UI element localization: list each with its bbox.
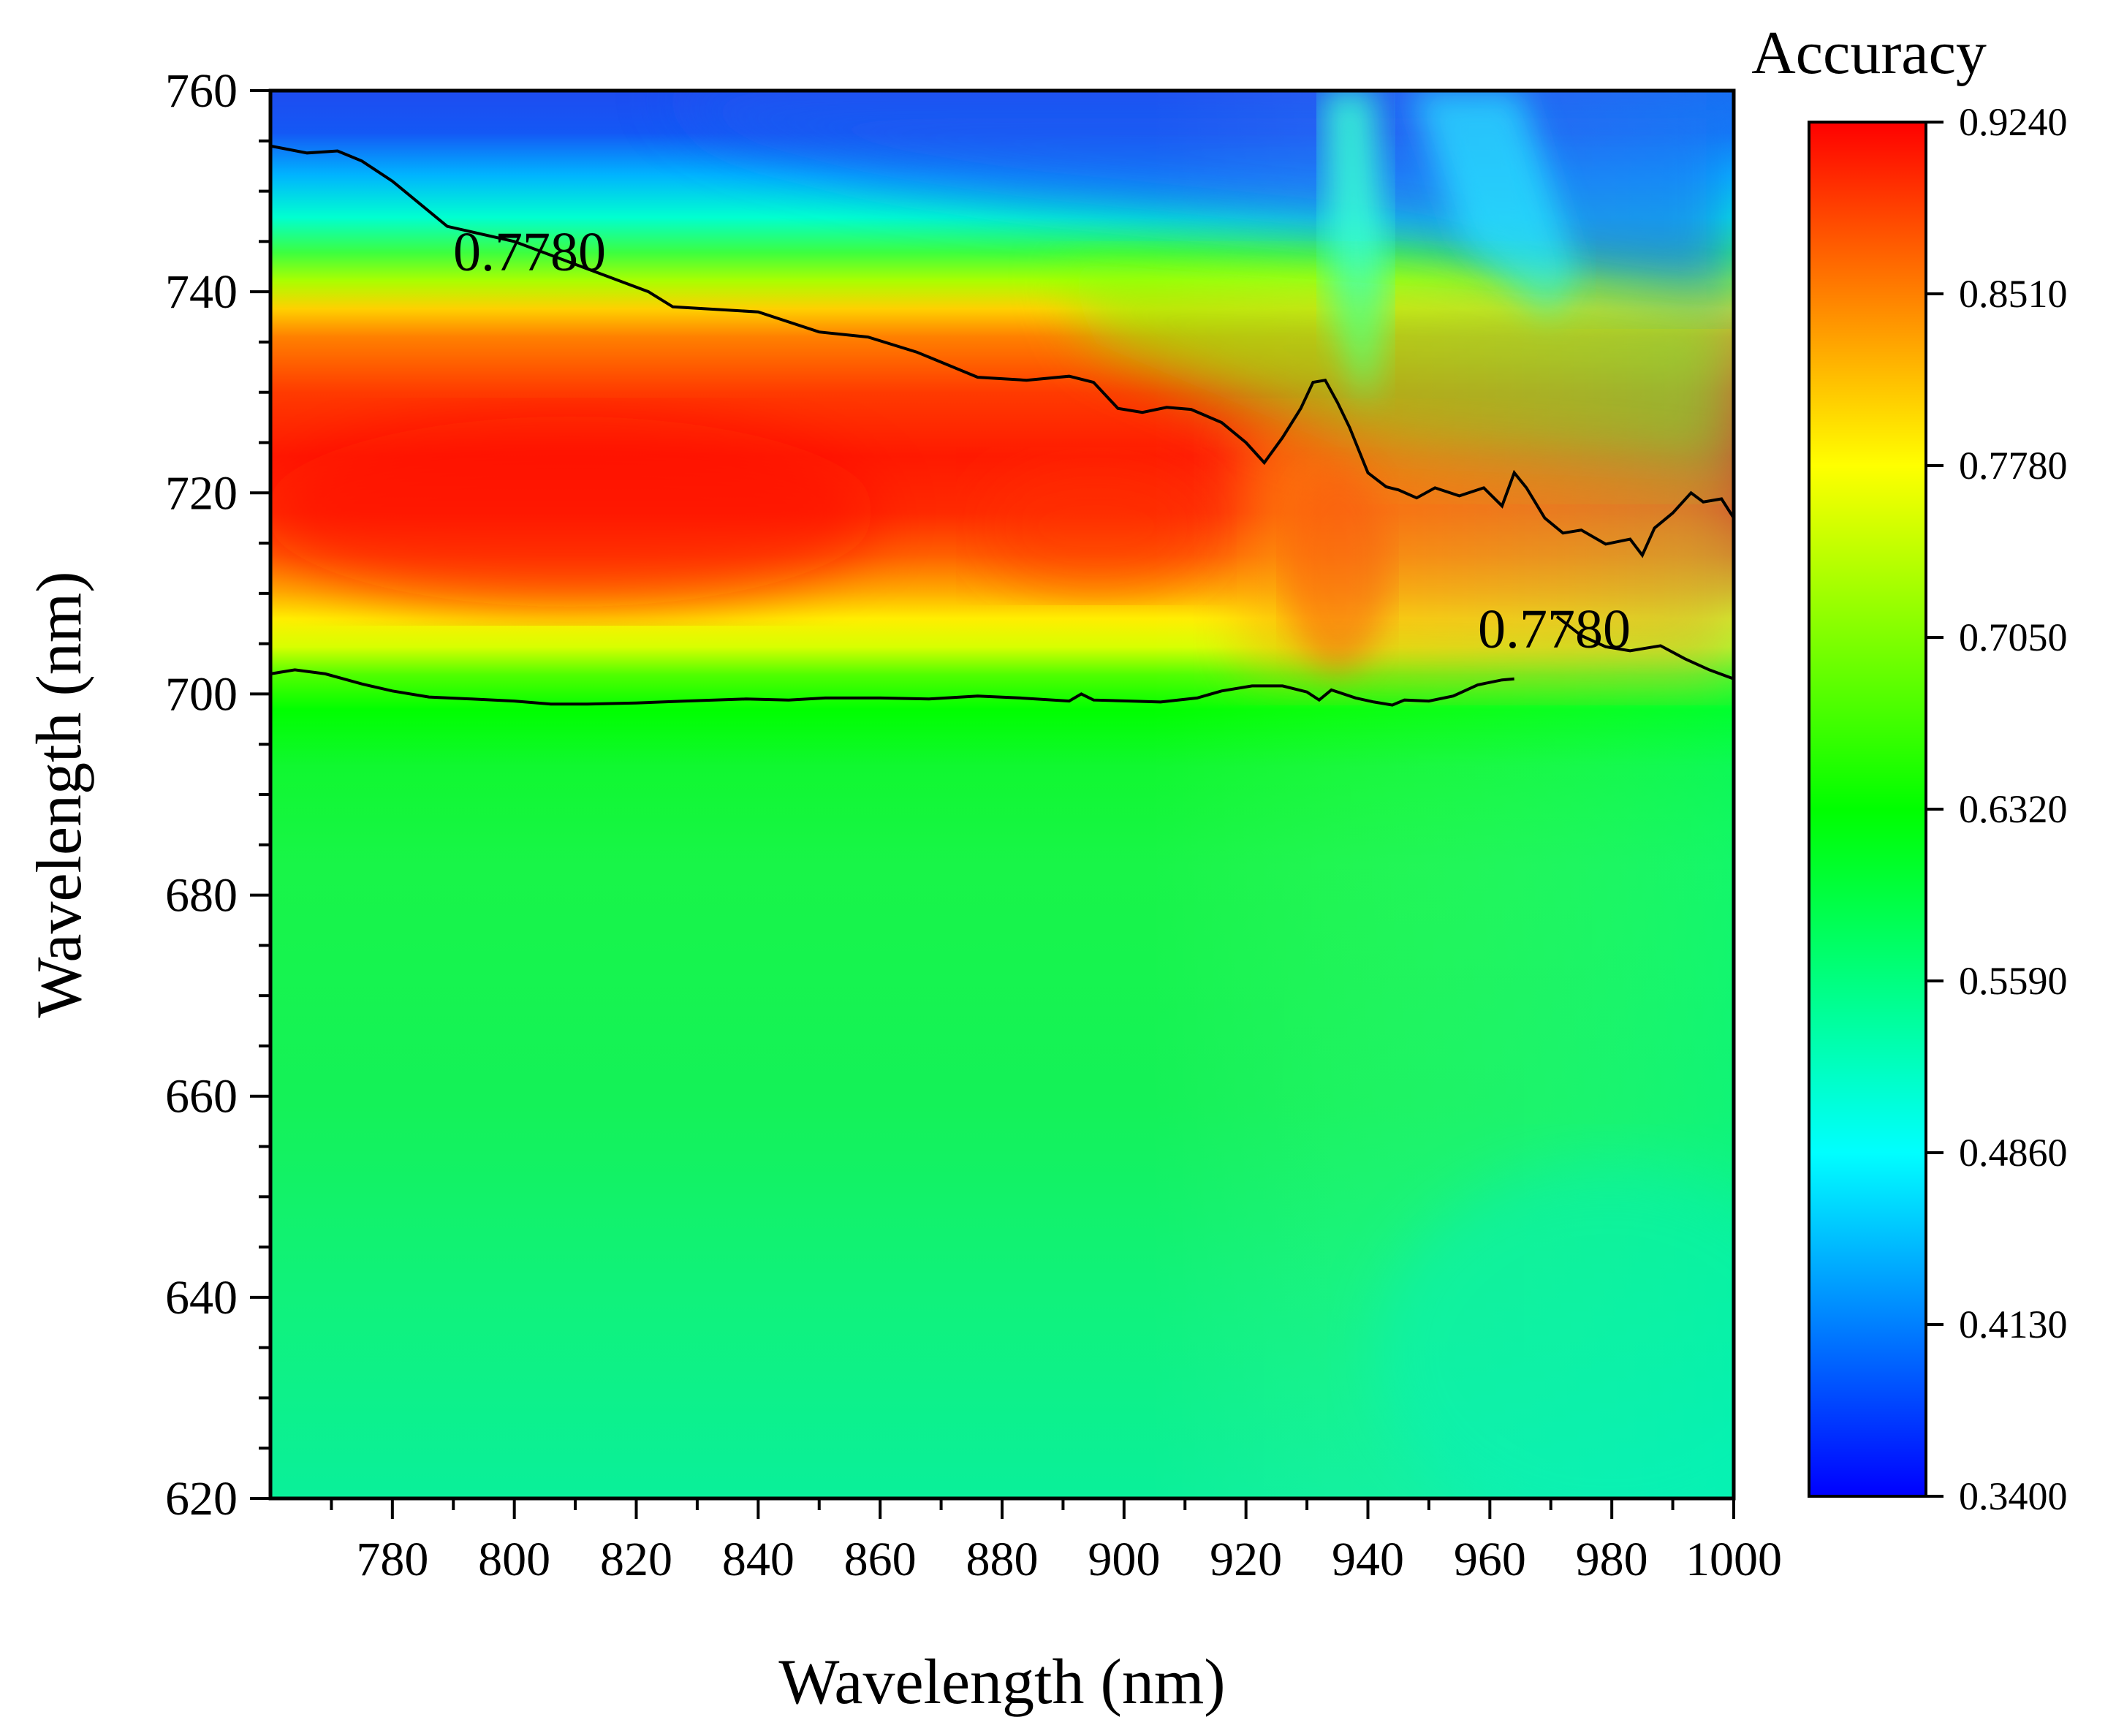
contour-label-lower: 0.7780 [1478, 599, 1631, 660]
x-axis-title: Wavelength (nm) [778, 1647, 1225, 1718]
contour-label-upper: 0.7780 [453, 221, 606, 283]
contour-line-upper [270, 144, 1734, 558]
y-tick-label: 620 [165, 1472, 238, 1525]
x-tick-label: 780 [356, 1533, 428, 1586]
x-tick-label: 820 [600, 1533, 672, 1586]
colorbar-tick-label: 0.6320 [1959, 787, 2068, 831]
colorbar-ticks: 0.9240 0.8510 0.7780 0.7050 0.6320 0.5590 0.48… [1926, 100, 2068, 1518]
colorbar-swatch [1809, 122, 1926, 1496]
y-tick-label: 660 [165, 1070, 238, 1123]
x-axis: 780 800 820 840 860 880 900 920 940 960 980 1000 [330, 1498, 1782, 1586]
y-axis-title: Wavelength (nm) [24, 571, 95, 1017]
x-tick-label: 920 [1210, 1533, 1282, 1586]
contour-line-lower [270, 668, 1514, 707]
colorbar-tick-label: 0.3400 [1959, 1474, 2068, 1518]
y-axis: 620 640 660 680 700 720 740 760 [165, 64, 270, 1525]
colorbar-tick-label: 0.7780 [1959, 444, 2068, 488]
x-tick-label: 960 [1454, 1533, 1526, 1586]
colorbar-tick-label: 0.4130 [1959, 1303, 2068, 1346]
y-tick-label: 640 [165, 1271, 238, 1324]
x-tick-label: 900 [1088, 1533, 1160, 1586]
contour-line-right [1555, 615, 1734, 681]
x-tick-label: 800 [478, 1533, 550, 1586]
y-tick-label: 720 [165, 466, 238, 520]
y-tick-label: 760 [165, 64, 238, 118]
contour-lines [270, 144, 1734, 707]
heatmap-field [270, 91, 1734, 1498]
colorbar-tick-label: 0.5590 [1959, 959, 2068, 1003]
x-tick-label: 840 [722, 1533, 795, 1586]
colorbar-tick-label: 0.9240 [1959, 100, 2068, 144]
colorbar-tick-label: 0.7050 [1959, 615, 2068, 659]
x-tick-label: 1000 [1685, 1533, 1782, 1586]
y-tick-label: 680 [165, 869, 238, 922]
y-tick-label: 740 [165, 265, 238, 319]
colorbar-title: Accuracy [1751, 19, 1987, 87]
x-tick-label: 940 [1332, 1533, 1404, 1586]
colorbar-tick-label: 0.4860 [1959, 1131, 2068, 1175]
x-tick-label: 880 [966, 1533, 1039, 1586]
x-tick-label: 980 [1576, 1533, 1648, 1586]
x-tick-label: 860 [844, 1533, 917, 1586]
y-tick-label: 700 [165, 667, 238, 721]
colorbar-tick-label: 0.8510 [1959, 272, 2068, 316]
